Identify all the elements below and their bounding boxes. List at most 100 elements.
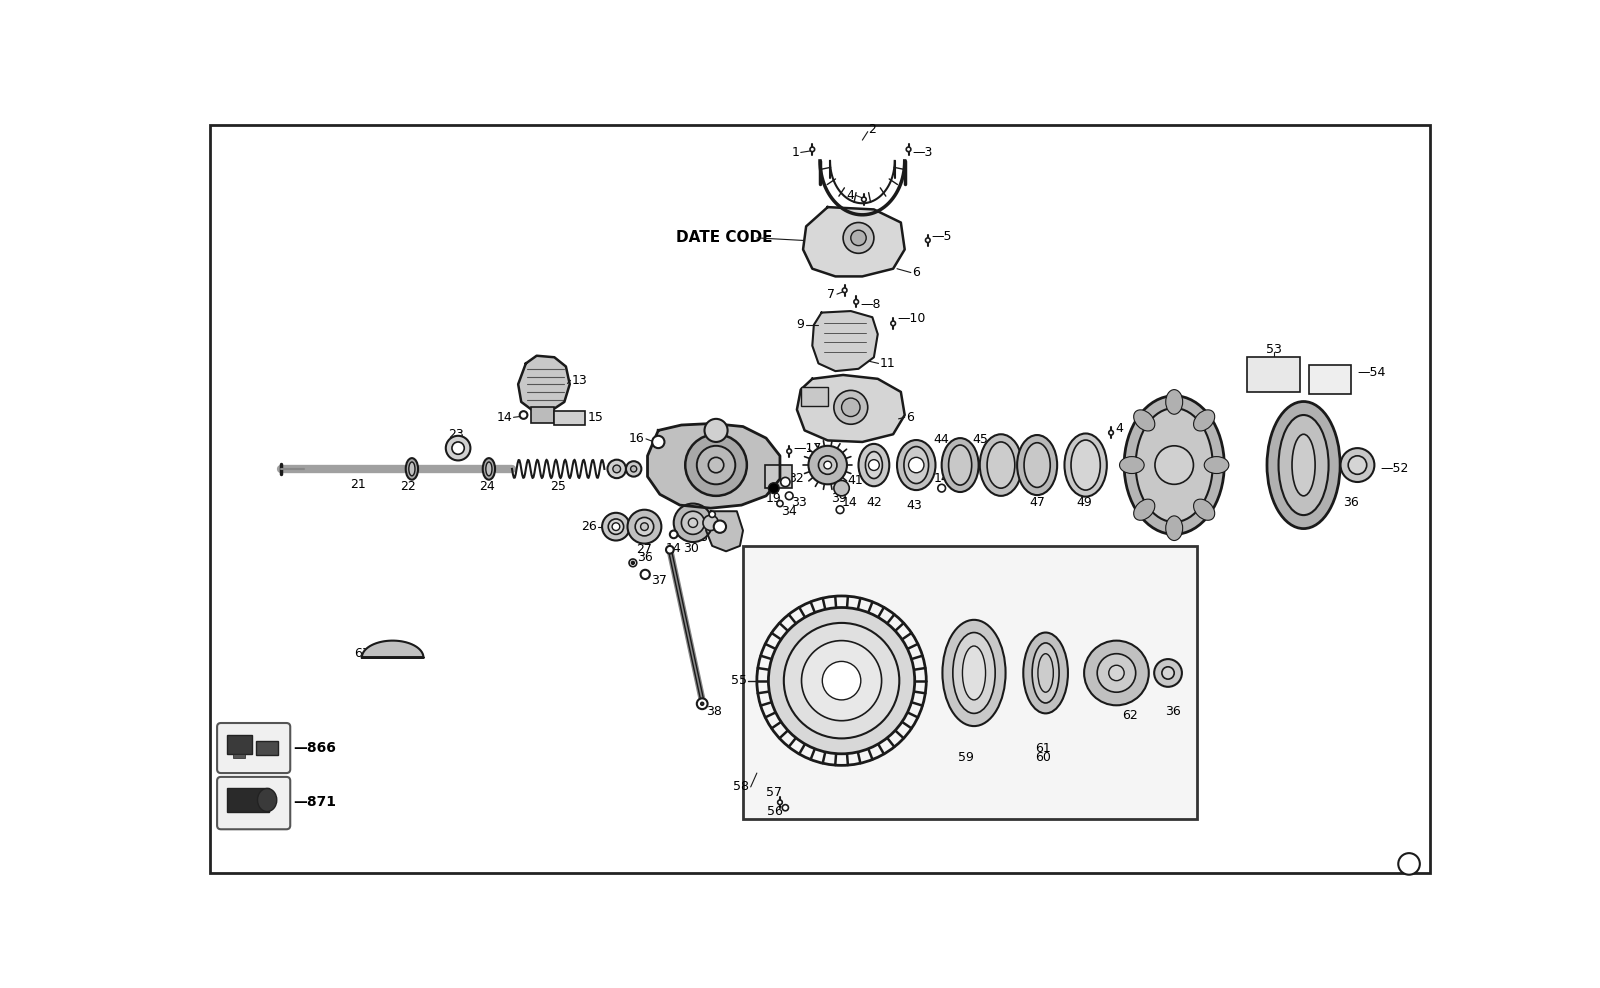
Circle shape [1085,640,1149,705]
Bar [1248,358,1299,392]
Text: 4: 4 [1115,423,1123,436]
Ellipse shape [1032,643,1059,703]
Circle shape [682,511,704,535]
Circle shape [714,521,726,533]
Text: 49: 49 [1077,496,1091,509]
Polygon shape [518,356,570,411]
Bar [1309,365,1352,394]
Bar [227,788,269,811]
Text: 32: 32 [787,471,803,485]
Circle shape [446,436,470,460]
Circle shape [698,699,707,709]
Circle shape [891,321,896,326]
Circle shape [854,299,859,304]
Circle shape [702,515,718,531]
Circle shape [709,457,723,473]
Text: 42: 42 [866,496,882,509]
Ellipse shape [866,452,882,478]
Ellipse shape [904,447,928,483]
Text: 2: 2 [867,123,875,135]
Text: 36: 36 [1165,705,1181,718]
Circle shape [1154,659,1182,687]
Circle shape [630,465,637,472]
Ellipse shape [1194,410,1214,431]
Circle shape [635,518,654,535]
Ellipse shape [1134,410,1155,431]
Text: 57: 57 [766,785,782,799]
Text: 63: 63 [354,647,370,660]
Text: 59: 59 [958,751,974,764]
Circle shape [906,147,910,152]
Circle shape [685,435,747,496]
Circle shape [640,570,650,579]
Ellipse shape [258,788,277,811]
Circle shape [819,455,837,474]
Circle shape [787,449,792,453]
Circle shape [834,390,867,424]
Text: 15: 15 [587,411,603,424]
Circle shape [822,661,861,700]
Text: 6: 6 [912,266,920,279]
Text: 35: 35 [776,475,792,488]
Bar [227,734,251,754]
Circle shape [451,442,464,454]
Text: 14: 14 [934,471,949,485]
Text: 46: 46 [949,466,965,479]
Ellipse shape [1024,443,1050,487]
Text: 31: 31 [710,535,726,547]
Ellipse shape [1293,435,1315,496]
Circle shape [786,492,794,500]
Circle shape [613,523,619,531]
Text: 44: 44 [934,433,949,447]
Ellipse shape [1134,499,1155,521]
Bar [765,465,792,488]
Circle shape [802,640,882,720]
Text: ©: © [1402,857,1416,871]
Circle shape [640,523,648,531]
Text: 25: 25 [550,480,566,493]
Text: 27: 27 [637,543,653,556]
Circle shape [674,504,712,542]
Text: 24: 24 [480,480,496,493]
Text: —8: —8 [861,298,880,311]
FancyBboxPatch shape [218,777,290,829]
Polygon shape [362,640,424,658]
Ellipse shape [1070,440,1101,490]
Text: 21: 21 [350,478,366,491]
Circle shape [627,510,661,543]
Text: 37: 37 [651,574,667,587]
Text: 41: 41 [848,474,864,487]
Polygon shape [797,375,904,442]
Circle shape [701,702,704,705]
Circle shape [1155,446,1194,484]
Ellipse shape [410,462,414,476]
Circle shape [608,459,626,478]
Text: 23: 23 [448,428,464,441]
Circle shape [1109,431,1114,435]
Circle shape [810,147,814,152]
Bar [554,411,586,425]
Circle shape [938,484,946,492]
Text: 16: 16 [629,433,645,446]
Ellipse shape [1166,516,1182,540]
Ellipse shape [486,462,491,476]
Text: 36: 36 [637,551,653,564]
Circle shape [1109,665,1125,681]
Text: 39: 39 [832,492,848,505]
Circle shape [768,608,915,754]
Circle shape [784,622,899,738]
Circle shape [653,436,664,449]
Circle shape [602,513,630,540]
Text: 1: 1 [792,146,800,159]
Text: 6: 6 [906,411,914,424]
Ellipse shape [1120,456,1144,473]
Ellipse shape [954,632,995,713]
Circle shape [1341,449,1374,482]
Ellipse shape [483,458,494,480]
Ellipse shape [987,442,1014,488]
Circle shape [626,461,642,476]
Text: —17: —17 [794,442,821,454]
Circle shape [843,222,874,253]
Text: —5: —5 [931,230,952,243]
Text: 30: 30 [683,541,699,554]
